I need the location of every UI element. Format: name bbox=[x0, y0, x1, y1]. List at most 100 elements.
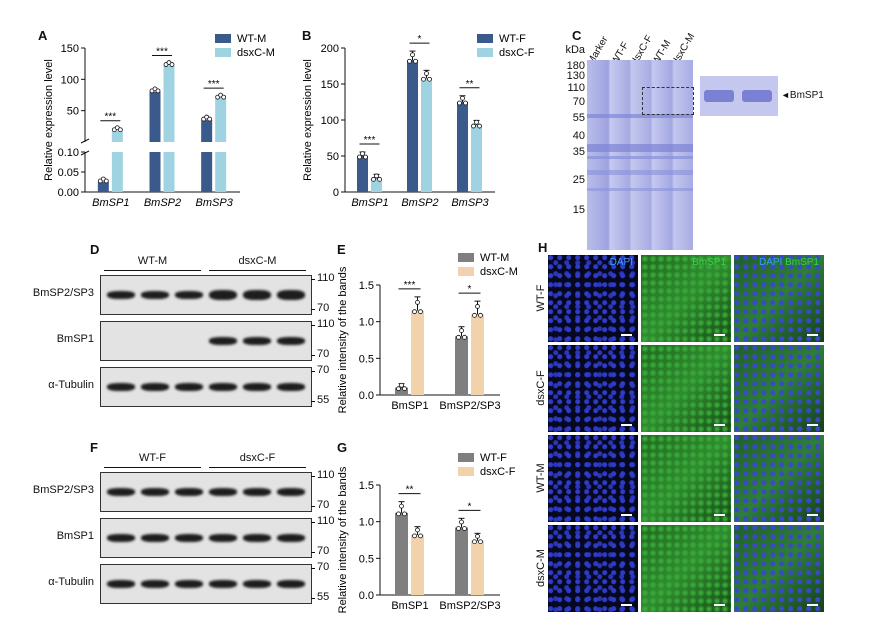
y-tick-label: 200 bbox=[321, 43, 339, 55]
bar-bmsp2/sp3-0 bbox=[455, 336, 468, 395]
micro-image-dsxc-f-2 bbox=[734, 345, 824, 432]
micro-image-dsxc-m-0 bbox=[548, 525, 638, 612]
y-tick-label: 1.0 bbox=[359, 317, 374, 329]
legend-swatch-0 bbox=[215, 34, 231, 43]
legend-swatch-1 bbox=[477, 48, 493, 57]
x-tick-label: BmSP3 bbox=[451, 197, 489, 209]
kda-marker-55: 55 bbox=[572, 112, 585, 124]
micro-image-dsxc-f-0 bbox=[548, 345, 638, 432]
data-point bbox=[402, 511, 407, 517]
bar-bmsp3-1-lower bbox=[215, 152, 227, 192]
blot-band bbox=[277, 580, 305, 588]
micro-row-label-dsxc-f: dsxC-F bbox=[535, 369, 547, 406]
bar-bmsp3-0-lower bbox=[201, 152, 213, 192]
scale-bar bbox=[807, 424, 818, 426]
blot-row-2 bbox=[100, 367, 312, 407]
data-point bbox=[396, 511, 401, 517]
data-point bbox=[221, 94, 227, 100]
blot-row-label: BmSP1 bbox=[56, 530, 94, 542]
y-axis-label: Relative expression level bbox=[43, 59, 55, 181]
group-label-dsxc-f: dsxC-F bbox=[239, 452, 276, 464]
blot-row-2 bbox=[100, 564, 312, 604]
group-line bbox=[104, 270, 201, 271]
blot-band bbox=[277, 383, 305, 391]
data-point bbox=[472, 539, 477, 545]
channel-label-1: BmSP1 bbox=[692, 257, 726, 268]
x-tick-label: BmSP1 bbox=[92, 197, 129, 209]
mw-tick bbox=[311, 401, 315, 402]
bar-bmsp2/sp3-0 bbox=[455, 527, 468, 595]
x-tick-label: BmSP1 bbox=[391, 600, 428, 612]
legend-label-1: dsxC-M bbox=[237, 47, 275, 59]
data-point bbox=[363, 154, 368, 160]
mw-label-55: 55 bbox=[317, 394, 330, 406]
data-point bbox=[459, 519, 464, 525]
kda-marker-40: 40 bbox=[572, 130, 585, 142]
legend-swatch-1 bbox=[215, 48, 231, 57]
blot-band bbox=[107, 383, 135, 391]
panel-h-letter: H bbox=[538, 240, 548, 255]
blot-band bbox=[141, 291, 169, 299]
data-point bbox=[413, 58, 418, 64]
blot-band bbox=[175, 580, 203, 588]
scale-bar bbox=[807, 604, 818, 606]
blot-row-label: BmSP2/SP3 bbox=[32, 484, 94, 496]
blot-row-label: BmSP2/SP3 bbox=[32, 287, 94, 299]
blot-row-1 bbox=[100, 518, 312, 558]
blot-band bbox=[277, 488, 305, 496]
significance-mark: *** bbox=[208, 79, 220, 90]
x-tick-label: BmSP2 bbox=[401, 197, 438, 209]
scale-bar bbox=[807, 514, 818, 516]
kda-label: kDa bbox=[565, 44, 585, 56]
data-point bbox=[471, 123, 476, 129]
panel-c-letter: C bbox=[572, 28, 582, 43]
panel-f-letter: F bbox=[90, 440, 98, 455]
data-point bbox=[456, 334, 461, 340]
panel-a-letter: A bbox=[38, 28, 48, 43]
scale-bar bbox=[714, 424, 725, 426]
data-point bbox=[103, 178, 109, 184]
kda-marker-70: 70 bbox=[572, 96, 585, 108]
data-point bbox=[456, 526, 461, 531]
y-tick-label: 1.0 bbox=[359, 517, 374, 529]
data-point bbox=[169, 62, 175, 67]
significance-mark: *** bbox=[104, 112, 116, 123]
micro-image-wt-f-2: DAPI BmSP1 bbox=[734, 255, 824, 342]
data-point bbox=[412, 309, 417, 315]
mw-tick bbox=[311, 279, 315, 280]
y-tick-label: 1.5 bbox=[359, 480, 374, 492]
data-point bbox=[412, 533, 417, 539]
panel-g-letter: G bbox=[337, 440, 348, 455]
data-point bbox=[459, 328, 464, 333]
blot-band bbox=[141, 488, 169, 496]
blot-row-1 bbox=[100, 321, 312, 361]
mw-tick bbox=[311, 325, 315, 326]
gel-zoom-inset bbox=[700, 76, 778, 116]
data-point bbox=[462, 334, 467, 340]
blot-band bbox=[243, 337, 271, 345]
significance-mark: * bbox=[418, 34, 422, 45]
scale-bar bbox=[714, 604, 725, 606]
blot-band bbox=[243, 580, 271, 588]
blot-row-0 bbox=[100, 472, 312, 512]
y-tick-label: 0.0 bbox=[359, 390, 374, 402]
data-point bbox=[374, 173, 379, 179]
mw-label-70: 70 bbox=[317, 364, 330, 376]
data-point bbox=[371, 176, 376, 182]
panel-b-letter: B bbox=[302, 28, 312, 43]
significance-mark: ** bbox=[466, 79, 474, 90]
axis-break-mark bbox=[80, 150, 90, 156]
data-point bbox=[478, 312, 483, 318]
scale-bar bbox=[621, 424, 632, 426]
kda-marker-25: 25 bbox=[572, 174, 585, 186]
micro-row-label-dsxc-m: dsxC-M bbox=[535, 548, 547, 587]
micro-image-wt-m-1 bbox=[641, 435, 731, 522]
x-tick-label: BmSP3 bbox=[196, 197, 234, 209]
micro-image-dsxc-m-1 bbox=[641, 525, 731, 612]
data-point bbox=[396, 386, 401, 392]
significance-mark: *** bbox=[156, 47, 168, 58]
micro-image-dsxc-m-2 bbox=[734, 525, 824, 612]
channel-label-2: DAPI BmSP1 bbox=[758, 257, 819, 268]
bar-bmsp3-0 bbox=[457, 102, 468, 192]
